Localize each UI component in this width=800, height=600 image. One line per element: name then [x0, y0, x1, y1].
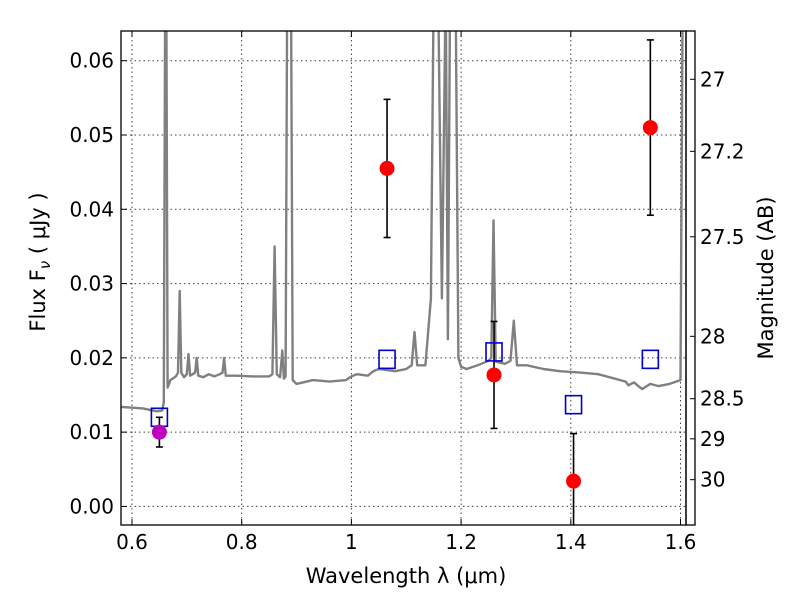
y-tick-label: 0.04	[69, 197, 114, 221]
y-axis-label-main: Flux F	[26, 269, 50, 331]
model-point	[485, 342, 503, 362]
x-axis-label: Wavelength λ (μm)	[306, 564, 507, 588]
y-axis-label-unit: ( μJy )	[26, 192, 50, 260]
observed-point	[379, 160, 395, 176]
y-tick-label: 0.03	[69, 272, 114, 296]
x-tick-label: 1.4	[555, 530, 587, 554]
observed-point	[486, 367, 502, 383]
model-point	[378, 349, 396, 370]
observed-point	[642, 120, 658, 136]
plot-area	[121, 31, 684, 525]
grid-lines	[121, 31, 686, 525]
y2-tick-label: 27	[700, 67, 725, 91]
y2-axis-label: Magnitude (AB)	[754, 196, 778, 359]
y2-tick-label: 28	[700, 324, 725, 348]
y2-tick-label: 28.5	[700, 387, 745, 411]
right-axis-frame	[685, 30, 696, 526]
y2-tick-label: 29	[700, 427, 725, 451]
y2-tick-label: 27.5	[700, 225, 745, 249]
y-tick-label: 0.02	[69, 346, 114, 370]
plot-frame	[120, 30, 687, 526]
y-tick-label: 0.05	[69, 123, 114, 147]
spectrum-line	[121, 31, 684, 413]
y-tick-label: 0.01	[69, 420, 114, 444]
y-axis-label: Flux Fν ( μJy )	[26, 192, 54, 331]
tick-marks	[121, 31, 695, 525]
x-tick-label: 0.8	[226, 530, 258, 554]
x-tick-label: 1	[345, 530, 358, 554]
observed-point	[566, 473, 582, 489]
model-point	[641, 349, 660, 370]
x-tick-label: 1.6	[665, 530, 697, 554]
model-point	[564, 394, 583, 415]
y-tick-label: 0.00	[69, 494, 114, 518]
y-tick-label: 0.06	[69, 49, 114, 73]
y2-tick-label: 30	[700, 468, 725, 492]
observed-point	[151, 424, 167, 440]
y-axis-label-subscript: ν	[36, 261, 54, 269]
x-tick-label: 0.6	[116, 530, 148, 554]
x-tick-label: 1.2	[445, 530, 477, 554]
y2-tick-label: 27.2	[700, 139, 745, 163]
